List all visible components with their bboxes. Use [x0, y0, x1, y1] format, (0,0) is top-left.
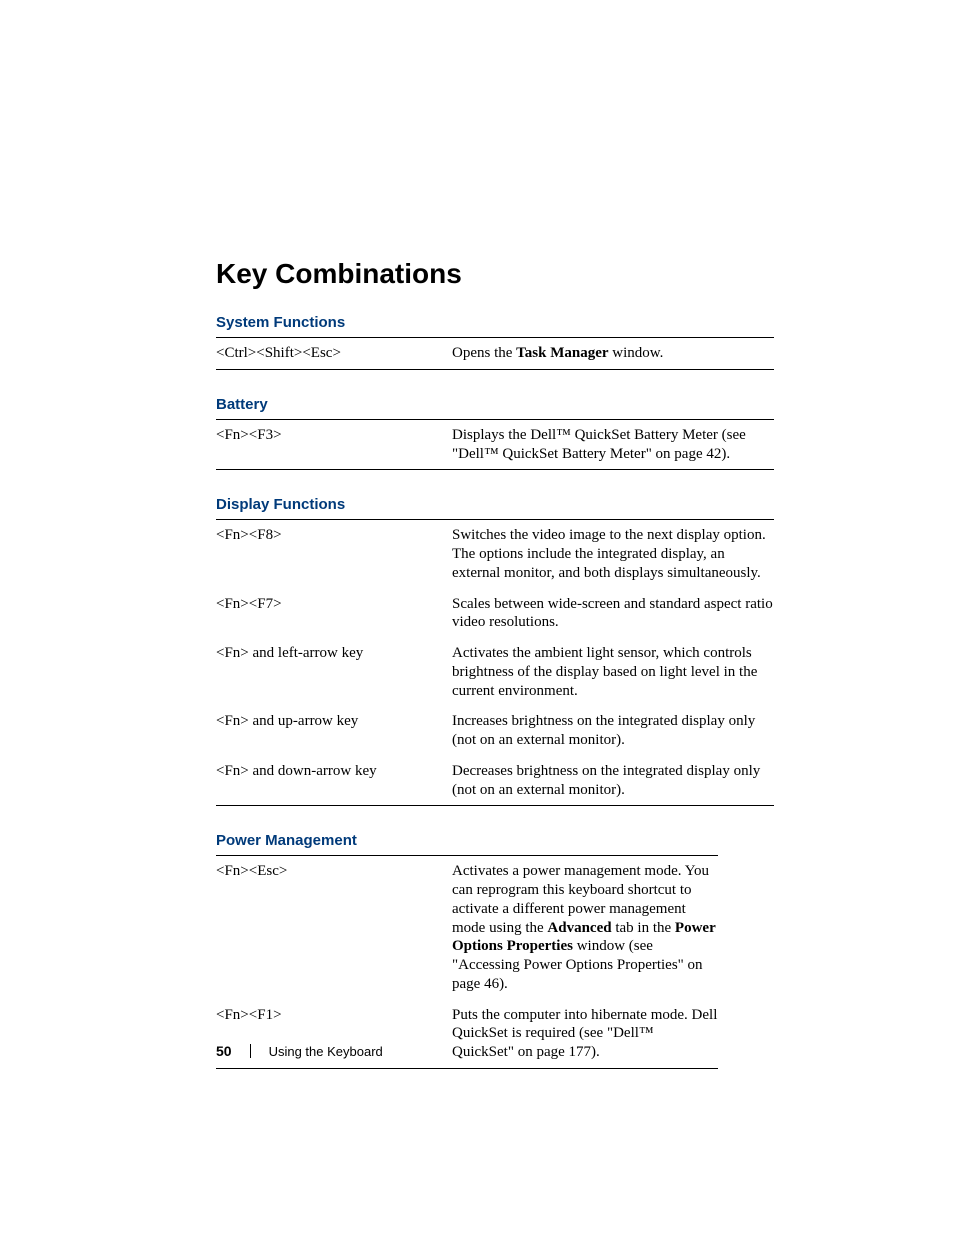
- key-description: Decreases brightness on the integrated d…: [452, 762, 774, 800]
- key-combo: <Fn><F8>: [216, 526, 452, 582]
- key-combo: <Fn><F3>: [216, 426, 452, 464]
- key-description: Switches the video image to the next dis…: [452, 526, 774, 582]
- key-table: <Fn><Esc>Activates a power management mo…: [216, 855, 718, 1069]
- key-table: <Fn><F8>Switches the video image to the …: [216, 519, 774, 806]
- table-row: <Ctrl><Shift><Esc>Opens the Task Manager…: [216, 338, 774, 369]
- key-description: Scales between wide-screen and standard …: [452, 595, 774, 633]
- key-combo: <Fn><F7>: [216, 595, 452, 633]
- table-row: <Fn> and up-arrow keyIncreases brightnes…: [216, 706, 774, 756]
- document-page: Key Combinations System Functions <Ctrl><…: [0, 0, 954, 1235]
- page-number: 50: [216, 1043, 232, 1059]
- page-footer: 50 Using the Keyboard: [216, 1043, 383, 1059]
- table-row: <Fn><F3>Displays the Dell™ QuickSet Batt…: [216, 420, 774, 470]
- table-row: <Fn> and left-arrow keyActivates the amb…: [216, 638, 774, 706]
- table-row: <Fn><F8>Switches the video image to the …: [216, 520, 774, 588]
- section-heading: Display Functions: [216, 496, 774, 513]
- key-description: Activates a power management mode. You c…: [452, 862, 718, 993]
- footer-divider: [250, 1044, 251, 1058]
- table-row: <Fn><Esc>Activates a power management mo…: [216, 856, 718, 999]
- chapter-name: Using the Keyboard: [269, 1044, 383, 1059]
- key-combo: <Fn> and up-arrow key: [216, 712, 452, 750]
- section-heading: Power Management: [216, 832, 774, 849]
- table-row: <Fn> and down-arrow keyDecreases brightn…: [216, 756, 774, 806]
- section-heading: Battery: [216, 396, 774, 413]
- key-description: Increases brightness on the integrated d…: [452, 712, 774, 750]
- page-title: Key Combinations: [216, 258, 774, 290]
- key-description: Activates the ambient light sensor, whic…: [452, 644, 774, 700]
- key-description: Puts the computer into hibernate mode. D…: [452, 1006, 718, 1062]
- section-heading: System Functions: [216, 314, 774, 331]
- key-description: Opens the Task Manager window.: [452, 344, 774, 363]
- key-combo: <Fn><Esc>: [216, 862, 452, 993]
- key-description: Displays the Dell™ QuickSet Battery Mete…: [452, 426, 774, 464]
- table-row: <Fn><F7>Scales between wide-screen and s…: [216, 589, 774, 639]
- key-combo: <Ctrl><Shift><Esc>: [216, 344, 452, 363]
- sections-container: System Functions <Ctrl><Shift><Esc>Opens …: [216, 314, 774, 1069]
- key-table: <Fn><F3>Displays the Dell™ QuickSet Batt…: [216, 419, 774, 471]
- key-combo: <Fn> and left-arrow key: [216, 644, 452, 700]
- key-combo: <Fn> and down-arrow key: [216, 762, 452, 800]
- key-table: <Ctrl><Shift><Esc>Opens the Task Manager…: [216, 337, 774, 370]
